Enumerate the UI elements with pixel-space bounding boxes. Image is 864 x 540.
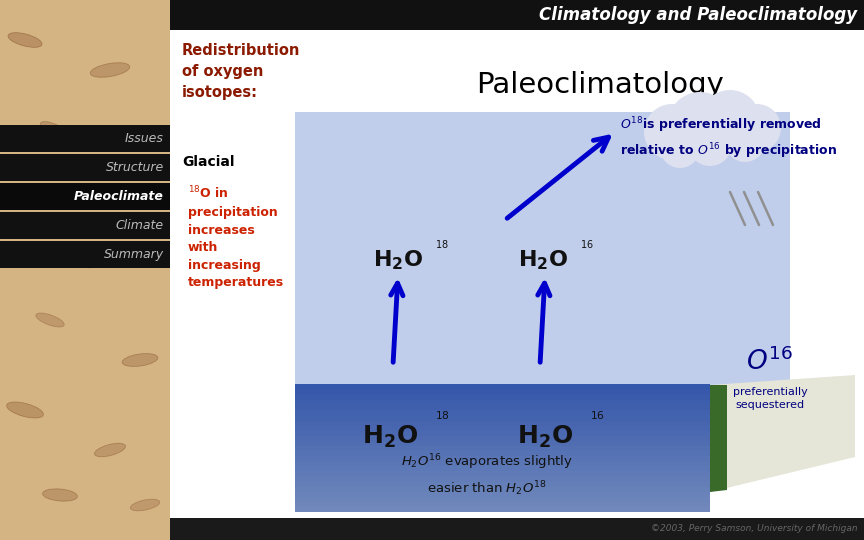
Ellipse shape [122,354,158,367]
Bar [295,496,710,502]
Ellipse shape [111,164,149,176]
Text: $\mathbf{H_2O}$: $\mathbf{H_2O}$ [373,248,423,272]
Circle shape [660,128,700,168]
Bar [295,415,710,421]
Text: $H_2O^{16}$ evaporates slightly
easier than $H_2O^{18}$: $H_2O^{16}$ evaporates slightly easier t… [401,453,573,498]
Text: $^{16}$: $^{16}$ [580,240,594,254]
Ellipse shape [35,313,64,327]
Bar [0,0,170,540]
Text: Issues: Issues [125,132,164,145]
Text: $\mathbf{H_2O}$: $\mathbf{H_2O}$ [518,248,568,272]
Text: $^{18}$: $^{18}$ [435,413,450,428]
Polygon shape [710,385,727,492]
Bar [295,491,710,497]
Text: $O^{16}$: $O^{16}$ [746,348,793,376]
Bar [295,506,710,512]
Bar [295,445,710,451]
Circle shape [668,92,732,156]
Text: $^{18}$: $^{18}$ [435,240,448,254]
Text: Climate: Climate [116,219,164,232]
Ellipse shape [3,213,38,227]
Ellipse shape [130,499,160,511]
Bar [170,30,864,540]
Text: $^{16}$: $^{16}$ [590,413,605,428]
Bar [295,440,710,446]
Text: preferentially
sequestered: preferentially sequestered [733,387,807,410]
Text: Paleoclimate: Paleoclimate [74,190,164,203]
Text: ©2003, Perry Samson, University of Michigan: ©2003, Perry Samson, University of Michi… [651,524,858,533]
Ellipse shape [84,252,116,268]
Bar [295,112,790,385]
Bar [0,125,170,152]
Bar [0,183,170,210]
Bar [295,389,710,395]
Polygon shape [710,375,855,492]
Bar [295,420,710,426]
Ellipse shape [94,443,125,457]
Circle shape [644,104,700,160]
Bar [295,481,710,487]
Bar [295,470,710,476]
Bar [295,485,710,492]
Bar [295,460,710,466]
Bar [295,409,710,415]
Circle shape [725,122,765,162]
Ellipse shape [90,63,130,77]
Bar [295,455,710,461]
Ellipse shape [42,489,78,501]
Ellipse shape [8,32,42,48]
Text: $O^{18}$is preferentially removed
relative to $O^{16}$ by precipitation: $O^{18}$is preferentially removed relati… [620,115,837,161]
Bar [295,404,710,410]
Circle shape [733,104,781,152]
Bar [295,399,710,406]
Bar [295,465,710,471]
Ellipse shape [41,122,70,138]
Bar [295,384,710,390]
Bar [295,394,710,400]
Bar [0,241,170,268]
Text: Climatology and Paleoclimatology: Climatology and Paleoclimatology [539,6,857,24]
Text: Summary: Summary [104,248,164,261]
Text: $\mathbf{H_2O}$: $\mathbf{H_2O}$ [362,424,418,450]
Bar [170,0,864,30]
Text: $\mathbf{H_2O}$: $\mathbf{H_2O}$ [517,424,573,450]
Text: Redistribution
of oxygen
isotopes:: Redistribution of oxygen isotopes: [182,43,301,100]
Bar [295,501,710,507]
Circle shape [688,122,732,166]
Bar [295,435,710,441]
Text: $^{18}$O in
precipitation
increases
with
increasing
temperatures: $^{18}$O in precipitation increases with… [188,185,284,289]
Bar [295,475,710,482]
Circle shape [700,90,760,150]
Text: Structure: Structure [105,161,164,174]
Bar [0,212,170,239]
Bar [295,424,710,431]
Text: Glacial: Glacial [182,155,234,169]
Text: Paleoclimatology: Paleoclimatology [476,71,724,99]
Bar [0,154,170,181]
Ellipse shape [7,402,43,418]
Bar [295,450,710,456]
Bar [295,430,710,436]
Bar [170,518,864,540]
